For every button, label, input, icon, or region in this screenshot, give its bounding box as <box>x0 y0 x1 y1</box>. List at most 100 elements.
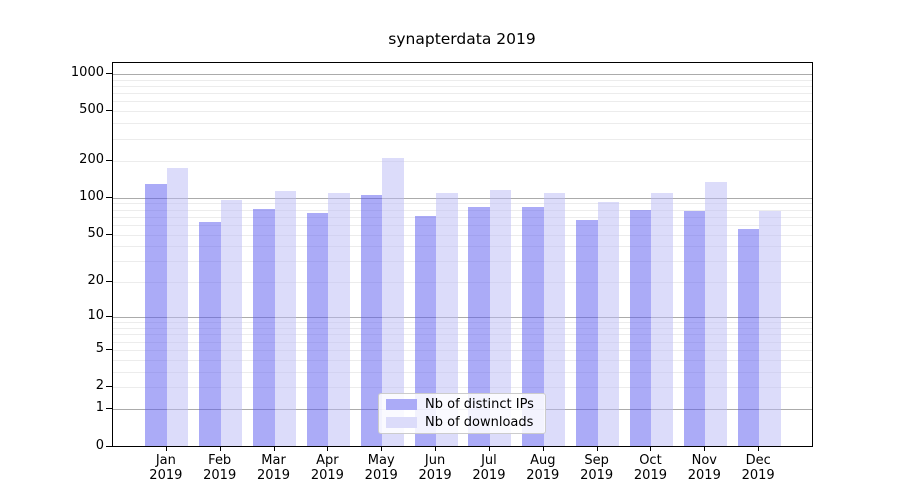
x-tick-label-apr: Apr 2019 <box>297 453 357 483</box>
x-tick-year: 2019 <box>472 468 506 483</box>
y-tick-mark <box>105 72 112 74</box>
x-tick-label-jan: Jan 2019 <box>136 453 196 483</box>
minor-gridline <box>113 79 812 81</box>
bar-distinct-ips-may <box>360 195 383 446</box>
x-tick-mark <box>542 446 544 451</box>
x-tick-label-aug: Aug 2019 <box>513 453 573 483</box>
bar-distinct-ips-sep <box>576 219 598 446</box>
x-tick-month: Mar <box>261 453 286 468</box>
y-tick-mark <box>105 281 112 283</box>
x-tick-year: 2019 <box>364 468 398 483</box>
legend-label-distinct-ips: Nb of distinct IPs <box>425 397 534 413</box>
legend-row-distinct-ips: Nb of distinct IPs <box>379 396 545 414</box>
y-tick-label: 5 <box>95 340 104 356</box>
x-tick-year: 2019 <box>310 468 344 483</box>
minor-gridline <box>113 93 812 95</box>
bar-downloads-apr <box>328 193 350 446</box>
x-tick-label-nov: Nov 2019 <box>674 453 734 483</box>
bar-distinct-ips-feb <box>199 222 221 446</box>
x-tick-mark <box>435 446 437 451</box>
y-tick-label: 1000 <box>70 64 104 80</box>
minor-gridline <box>113 322 812 324</box>
x-tick-label-feb: Feb 2019 <box>190 453 250 483</box>
legend-label-downloads: Nb of downloads <box>425 414 534 430</box>
x-tick-year: 2019 <box>256 468 291 483</box>
bar-downloads-sep <box>597 202 620 446</box>
legend-swatch-downloads-icon <box>386 416 417 428</box>
bar-downloads-dec <box>759 210 781 446</box>
x-tick-mark <box>219 446 221 451</box>
bar-downloads-jun <box>436 193 458 446</box>
legend-swatch-distinct-ips-icon <box>386 399 417 411</box>
y-tick-mark <box>105 196 112 198</box>
minor-gridline <box>113 224 812 226</box>
x-tick-month: Jan <box>155 453 176 468</box>
bar-downloads-oct <box>651 192 673 446</box>
x-tick-year: 2019 <box>687 468 721 483</box>
minor-gridline <box>113 216 812 218</box>
x-tick-month: Apr <box>316 453 339 468</box>
x-tick-month: Sep <box>584 453 609 468</box>
x-tick-year: 2019 <box>526 468 560 483</box>
minor-gridline <box>113 371 812 373</box>
x-tick-month: Dec <box>745 453 771 468</box>
y-tick-mark <box>105 316 112 318</box>
bar-distinct-ips-jun <box>414 215 437 446</box>
x-tick-label-dec: Dec 2019 <box>728 453 788 483</box>
x-tick-mark <box>381 446 383 451</box>
bar-distinct-ips-oct <box>629 209 652 446</box>
minor-gridline <box>113 203 812 205</box>
minor-gridline <box>113 101 812 103</box>
y-tick-label: 20 <box>87 273 104 289</box>
x-tick-year: 2019 <box>418 468 452 483</box>
x-tick-label-oct: Oct 2019 <box>620 453 680 483</box>
y-tick-mark <box>105 110 112 112</box>
x-tick-mark <box>758 446 760 451</box>
y-tick-label: 50 <box>87 225 104 241</box>
bar-downloads-mar <box>274 191 297 446</box>
x-tick-month: Oct <box>639 453 662 468</box>
x-tick-label-mar: Mar 2019 <box>244 453 304 483</box>
y-tick-mark <box>105 445 112 447</box>
minor-gridline <box>113 138 812 140</box>
minor-gridline <box>113 261 812 263</box>
x-tick-mark <box>273 446 275 451</box>
y-tick-label: 0 <box>95 437 104 453</box>
major-gridline <box>113 73 812 75</box>
x-tick-label-may: May 2019 <box>351 453 411 483</box>
x-tick-label-sep: Sep 2019 <box>567 453 627 483</box>
x-tick-month: Aug <box>530 453 556 468</box>
bar-distinct-ips-nov <box>683 210 706 446</box>
bar-downloads-jan <box>166 168 189 446</box>
bar-downloads-nov <box>705 181 727 446</box>
minor-gridline <box>113 359 812 361</box>
minor-gridline <box>113 160 812 162</box>
y-tick-label: 2 <box>95 378 104 394</box>
minor-gridline <box>113 85 812 87</box>
x-tick-label-jun: Jun 2019 <box>405 453 465 483</box>
minor-gridline <box>113 387 812 389</box>
bar-downloads-jul <box>489 190 512 446</box>
minor-gridline <box>113 334 812 336</box>
bar-downloads-may <box>382 157 404 446</box>
minor-gridline <box>113 209 812 211</box>
y-tick-mark <box>105 233 112 235</box>
y-tick-label: 1 <box>95 400 104 416</box>
y-tick-mark <box>105 408 112 410</box>
bar-distinct-ips-dec <box>737 228 760 446</box>
x-tick-year: 2019 <box>741 468 775 483</box>
x-tick-mark <box>704 446 706 451</box>
legend: Nb of distinct IPs Nb of downloads <box>378 393 546 434</box>
minor-gridline <box>113 341 812 343</box>
y-tick-label: 10 <box>87 308 104 324</box>
x-tick-month: Feb <box>208 453 232 468</box>
x-tick-month: Jul <box>481 453 497 468</box>
y-tick-label: 100 <box>79 188 104 204</box>
x-tick-mark <box>596 446 598 451</box>
bar-distinct-ips-mar <box>253 208 275 446</box>
x-tick-year: 2019 <box>633 468 667 483</box>
legend-row-downloads: Nb of downloads <box>379 414 545 432</box>
x-tick-label-jul: Jul 2019 <box>459 453 519 483</box>
minor-gridline <box>113 111 812 113</box>
